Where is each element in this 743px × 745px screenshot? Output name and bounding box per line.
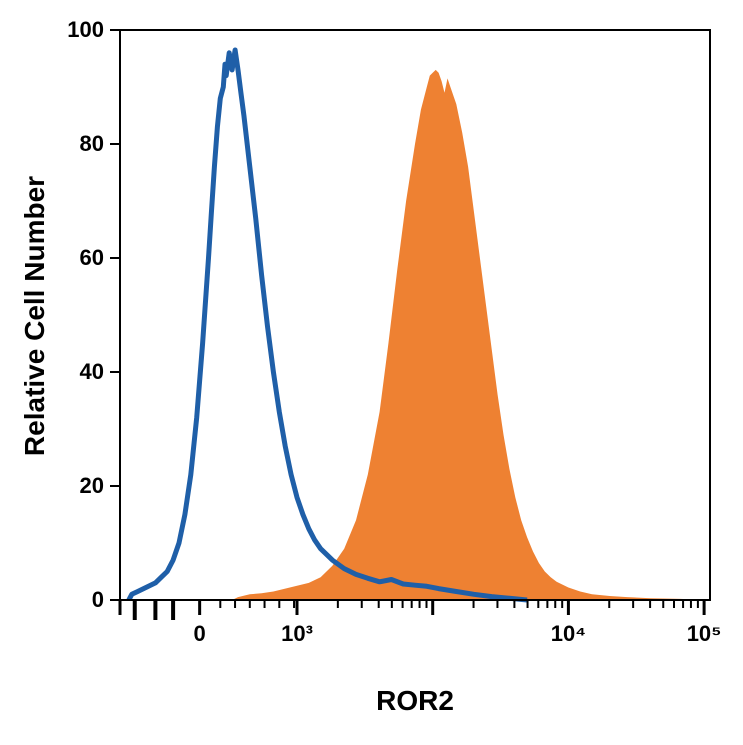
chart-container: Relative Cell Number ROR2 020406080100 0… (0, 0, 743, 745)
chart-svg (0, 0, 743, 745)
